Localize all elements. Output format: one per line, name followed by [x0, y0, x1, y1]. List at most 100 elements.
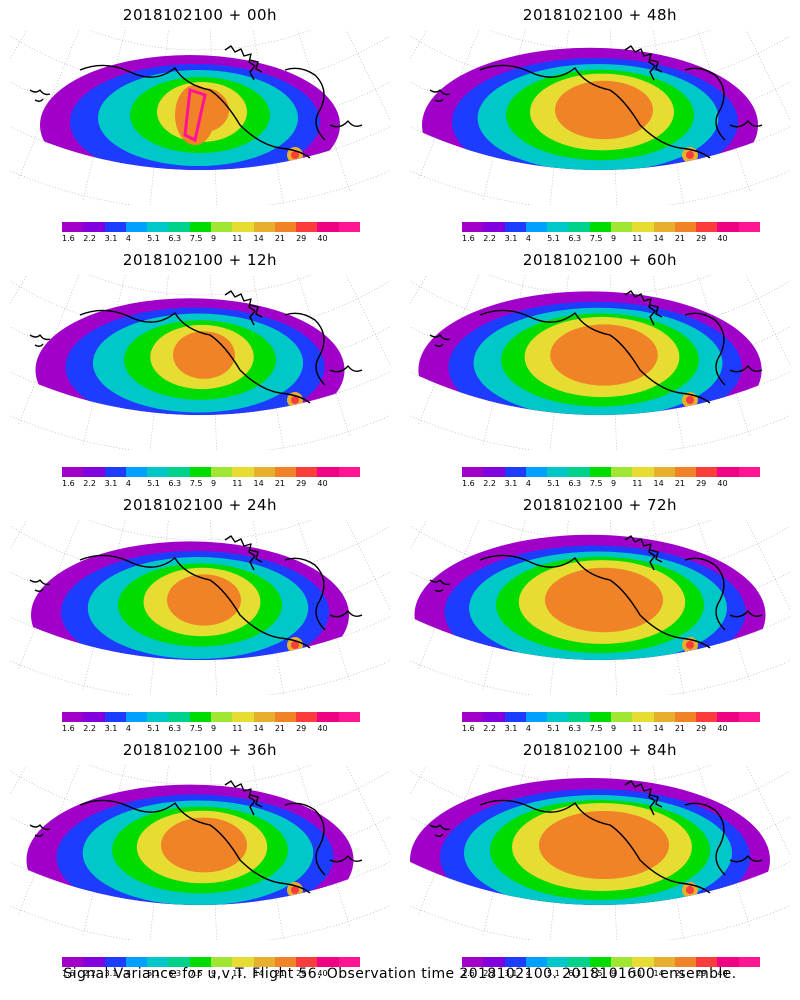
- colorbar-swatch: [317, 467, 339, 477]
- panel-title: 2018102100 + 36h: [122, 741, 278, 759]
- colorbar-tick-label: 14: [653, 724, 664, 733]
- colorbar-swatch: [674, 957, 697, 967]
- colorbar-tick-label: 5.1: [147, 234, 160, 243]
- colorbar-tick-label: 11: [632, 969, 643, 978]
- colorbar-tick-label: 14: [653, 479, 664, 488]
- colorbar-swatch: [62, 712, 84, 722]
- colorbar-swatch: [696, 712, 718, 722]
- colorbar-swatch: [632, 467, 654, 477]
- colorbar-tick-label: 2.2: [483, 234, 497, 243]
- colorbar-swatch: [253, 957, 275, 967]
- colorbar-swatch: [296, 957, 318, 967]
- colorbar-swatch: [674, 467, 697, 477]
- colorbar-swatch: [738, 467, 760, 477]
- colorbar-swatch: [147, 222, 169, 232]
- panel-title: 2018102100 + 12h: [122, 251, 278, 269]
- colorbar-swatch: [189, 222, 211, 232]
- colorbar-tick-label: 3.1: [104, 234, 118, 243]
- colorbar-tick-label: 40: [317, 479, 328, 488]
- colorbar-labels: 1.6 2.2 3.1 4 5.1 6.3 7.5 9 11 14 21 29 40: [62, 724, 360, 734]
- colorbar-tick-label: 11: [632, 479, 643, 488]
- colorbar-tick-label: 21: [674, 479, 685, 488]
- colorbar-labels: 1.6 2.2 3.1 4 5.1 6.3 7.5 9 11 14 21 29 40: [462, 234, 760, 244]
- variance-map: [410, 520, 790, 695]
- colorbar-swatch: [317, 222, 339, 232]
- colorbar-tick-label: 5.1: [147, 479, 160, 488]
- colorbar-tick-label: 29: [296, 969, 307, 978]
- colorbar-tick-label: 2.2: [83, 234, 97, 243]
- colorbar-tick-label: 9: [210, 724, 217, 733]
- colorbar-tick-label: 7.5: [189, 479, 203, 488]
- colorbar-tick-label: 29: [696, 234, 707, 243]
- colorbar-tick-label: 29: [296, 479, 307, 488]
- colorbar-tick-label: 4: [525, 969, 531, 978]
- colorbar-swatch: [483, 222, 505, 232]
- colorbar-tick-label: 14: [253, 969, 264, 978]
- colorbar-tick-label: 11: [232, 969, 243, 978]
- colorbar-tick-label: 14: [253, 724, 264, 733]
- colorbar-tick-label: 3.1: [504, 234, 518, 243]
- colorbar-tick-label: 4: [525, 724, 531, 733]
- colorbar-tick-label: 9: [210, 479, 217, 488]
- panel-title: 2018102100 + 24h: [122, 496, 278, 514]
- colorbar-swatch: [104, 712, 126, 722]
- colorbar-tick-label: 14: [253, 479, 264, 488]
- colorbar-tick-label: 2.2: [483, 479, 497, 488]
- colorbar: [62, 222, 360, 232]
- colorbar-tick-label: 40: [717, 479, 728, 488]
- variance-map: [10, 30, 390, 205]
- colorbar-tick-label: 40: [717, 969, 728, 978]
- colorbar-tick-label: 5.1: [147, 724, 160, 733]
- colorbar-tick-label: 11: [232, 479, 243, 488]
- colorbar-tick-label: 4: [525, 479, 531, 488]
- colorbar-swatch: [189, 957, 211, 967]
- colorbar-tick-label: 9: [210, 969, 217, 978]
- colorbar-swatch: [338, 467, 360, 477]
- colorbar-swatch: [253, 222, 275, 232]
- colorbar-tick-label: 1.6: [462, 724, 475, 733]
- figure-caption: Signal Variance for u,v,T. Flight 56. Ob…: [63, 966, 737, 982]
- colorbar-swatch: [210, 222, 233, 232]
- colorbar-swatch: [232, 712, 254, 722]
- colorbar-tick-label: 5.1: [147, 969, 160, 978]
- colorbar-swatch: [462, 712, 484, 722]
- colorbar-swatch: [610, 957, 633, 967]
- colorbar-swatch: [104, 467, 126, 477]
- variance-field: [418, 291, 762, 416]
- variance-map: [410, 30, 790, 205]
- colorbar-swatch: [210, 467, 233, 477]
- colorbar: [462, 467, 760, 477]
- colorbar-swatch: [653, 467, 675, 477]
- coastlines: [429, 535, 763, 649]
- colorbar-tick-label: 11: [632, 724, 643, 733]
- coastlines: [429, 290, 763, 404]
- colorbar-labels: 1.6 2.2 3.1 4 5.1 6.3 7.5 9 11 14 21 29 40: [62, 969, 360, 979]
- colorbar-swatch: [547, 467, 569, 477]
- colorbar-swatch: [338, 957, 360, 967]
- colorbar-tick-label: 21: [274, 479, 285, 488]
- variance-map: [410, 765, 790, 940]
- colorbar-swatch: [253, 712, 275, 722]
- colorbar-swatch: [338, 712, 360, 722]
- colorbar-tick-label: 5.1: [547, 724, 560, 733]
- colorbar-tick-label: 21: [674, 234, 685, 243]
- colorbar-tick-label: 5.1: [547, 969, 560, 978]
- map-panel: 2018102100 + 60h 1.6 2.2 3.1 4 5.1 6.3 7.5 9 11 14…: [400, 245, 800, 490]
- panel-title: 2018102100 + 60h: [522, 251, 678, 269]
- colorbar-swatch: [296, 712, 318, 722]
- map-panel: 2018102100 + 48h 1.6 2.2 3.1 4 5.1 6.3 7.5 9 11 14…: [400, 0, 800, 245]
- colorbar-tick-label: 9: [610, 724, 617, 733]
- colorbar-labels: 1.6 2.2 3.1 4 5.1 6.3 7.5 9 11 14 21 29 40: [462, 479, 760, 489]
- panel-title: 2018102100 + 84h: [522, 741, 678, 759]
- colorbar-swatch: [525, 712, 548, 722]
- colorbar-tick-label: 4: [125, 724, 131, 733]
- colorbar-swatch: [62, 222, 84, 232]
- colorbar-tick-label: 6.3: [168, 234, 182, 243]
- colorbar-tick-label: 7.5: [589, 969, 603, 978]
- colorbar-swatch: [210, 957, 233, 967]
- colorbar-swatch: [653, 957, 675, 967]
- colorbar-swatch: [232, 467, 254, 477]
- colorbar-labels: 1.6 2.2 3.1 4 5.1 6.3 7.5 9 11 14 21 29 40: [62, 234, 360, 244]
- colorbar-tick-label: 9: [610, 234, 617, 243]
- colorbar-swatch: [568, 957, 590, 967]
